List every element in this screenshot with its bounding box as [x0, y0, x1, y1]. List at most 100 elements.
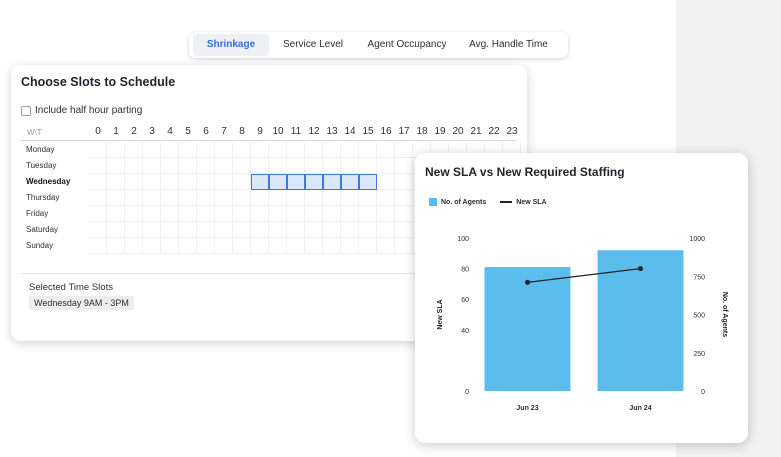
slot-cell[interactable]: [323, 190, 341, 206]
slot-cell[interactable]: [143, 222, 161, 238]
slot-cell[interactable]: [125, 158, 143, 174]
slot-cell-selected[interactable]: [341, 174, 359, 190]
slot-cell[interactable]: [377, 206, 395, 222]
slot-cell[interactable]: [395, 142, 413, 158]
slot-cell[interactable]: [323, 158, 341, 174]
slot-cell[interactable]: [359, 142, 377, 158]
slot-cell[interactable]: [215, 190, 233, 206]
slot-cell[interactable]: [143, 158, 161, 174]
tab-avg-handle-time[interactable]: Avg. Handle Time: [469, 39, 548, 50]
slot-cell-selected[interactable]: [359, 174, 377, 190]
slot-cell[interactable]: [125, 238, 143, 254]
slot-cell[interactable]: [287, 206, 305, 222]
slot-cell[interactable]: [323, 222, 341, 238]
slot-cell[interactable]: [89, 190, 107, 206]
slot-cell[interactable]: [377, 238, 395, 254]
slot-cell[interactable]: [161, 190, 179, 206]
slot-cell[interactable]: [287, 238, 305, 254]
slot-cell[interactable]: [305, 158, 323, 174]
slot-cell[interactable]: [89, 158, 107, 174]
slot-cell[interactable]: [287, 158, 305, 174]
slot-cell[interactable]: [305, 142, 323, 158]
slot-cell[interactable]: [395, 190, 413, 206]
tab-service-level[interactable]: Service Level: [282, 39, 344, 50]
slot-cell[interactable]: [125, 142, 143, 158]
slot-cell[interactable]: [179, 158, 197, 174]
slot-cell[interactable]: [251, 158, 269, 174]
slot-cell[interactable]: [359, 238, 377, 254]
slot-cell[interactable]: [377, 222, 395, 238]
slot-cell[interactable]: [125, 190, 143, 206]
tab-agent-occupancy[interactable]: Agent Occupancy: [367, 39, 447, 50]
slot-cell-selected[interactable]: [287, 174, 305, 190]
slot-cell[interactable]: [233, 222, 251, 238]
slot-cell[interactable]: [197, 238, 215, 254]
slot-cell[interactable]: [161, 142, 179, 158]
slot-cell[interactable]: [233, 238, 251, 254]
slot-cell[interactable]: [395, 222, 413, 238]
slot-cell[interactable]: [305, 206, 323, 222]
slot-cell[interactable]: [359, 190, 377, 206]
slot-cell[interactable]: [215, 142, 233, 158]
slot-cell[interactable]: [269, 142, 287, 158]
slot-cell[interactable]: [179, 238, 197, 254]
slot-cell[interactable]: [197, 174, 215, 190]
slot-cell[interactable]: [107, 222, 125, 238]
slot-cell[interactable]: [251, 190, 269, 206]
slot-cell[interactable]: [107, 238, 125, 254]
slot-cell[interactable]: [341, 190, 359, 206]
slot-cell[interactable]: [161, 158, 179, 174]
slot-cell[interactable]: [215, 238, 233, 254]
slot-cell[interactable]: [305, 238, 323, 254]
slot-cell[interactable]: [377, 174, 395, 190]
slot-cell[interactable]: [197, 158, 215, 174]
slot-cell[interactable]: [197, 142, 215, 158]
slot-cell[interactable]: [251, 142, 269, 158]
slot-cell[interactable]: [305, 222, 323, 238]
slot-cell[interactable]: [215, 174, 233, 190]
slot-cell[interactable]: [89, 222, 107, 238]
slot-cell[interactable]: [341, 238, 359, 254]
slot-cell[interactable]: [251, 238, 269, 254]
slot-cell[interactable]: [377, 190, 395, 206]
slot-cell[interactable]: [287, 222, 305, 238]
slot-cell[interactable]: [233, 174, 251, 190]
slot-cell[interactable]: [359, 222, 377, 238]
slot-cell[interactable]: [215, 206, 233, 222]
slot-cell[interactable]: [125, 206, 143, 222]
slot-cell[interactable]: [395, 206, 413, 222]
slot-cell[interactable]: [89, 206, 107, 222]
slot-cell[interactable]: [107, 174, 125, 190]
slot-cell[interactable]: [341, 142, 359, 158]
slot-cell[interactable]: [89, 142, 107, 158]
slot-cell[interactable]: [197, 206, 215, 222]
slot-cell[interactable]: [269, 238, 287, 254]
slot-cell[interactable]: [377, 142, 395, 158]
slot-cell[interactable]: [323, 206, 341, 222]
slot-cell[interactable]: [215, 222, 233, 238]
slot-cell[interactable]: [251, 222, 269, 238]
slot-cell[interactable]: [359, 206, 377, 222]
slot-cell[interactable]: [161, 238, 179, 254]
selected-slot-chip[interactable]: Wednesday 9AM - 3PM: [29, 296, 134, 310]
slot-cell[interactable]: [143, 206, 161, 222]
slot-cell[interactable]: [341, 222, 359, 238]
slot-cell[interactable]: [107, 206, 125, 222]
slot-cell[interactable]: [143, 190, 161, 206]
tab-shrinkage[interactable]: Shrinkage: [193, 34, 269, 56]
slot-cell[interactable]: [287, 142, 305, 158]
slot-cell[interactable]: [395, 158, 413, 174]
slot-cell[interactable]: [179, 190, 197, 206]
slot-cell[interactable]: [269, 158, 287, 174]
slot-cell[interactable]: [197, 190, 215, 206]
slot-cell[interactable]: [197, 222, 215, 238]
slot-cell[interactable]: [233, 142, 251, 158]
slot-cell[interactable]: [269, 190, 287, 206]
slot-cell[interactable]: [179, 142, 197, 158]
slot-cell[interactable]: [395, 174, 413, 190]
slot-cell[interactable]: [143, 174, 161, 190]
slot-cell[interactable]: [161, 206, 179, 222]
slot-cell[interactable]: [161, 174, 179, 190]
slot-cell[interactable]: [287, 190, 305, 206]
slot-cell[interactable]: [143, 142, 161, 158]
